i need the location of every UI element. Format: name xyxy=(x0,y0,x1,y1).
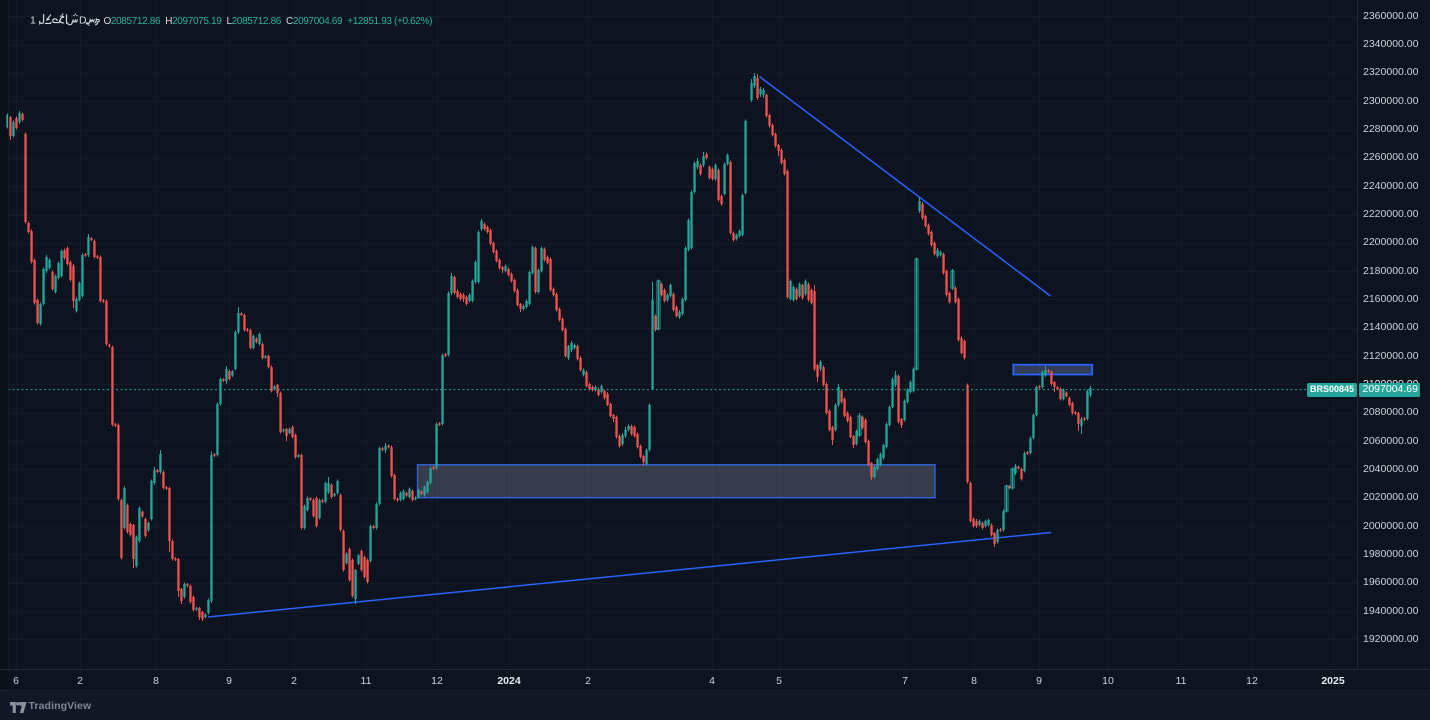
svg-text:D,: D, xyxy=(79,15,89,27)
svg-text:1 ,: 1 , xyxy=(30,15,41,27)
